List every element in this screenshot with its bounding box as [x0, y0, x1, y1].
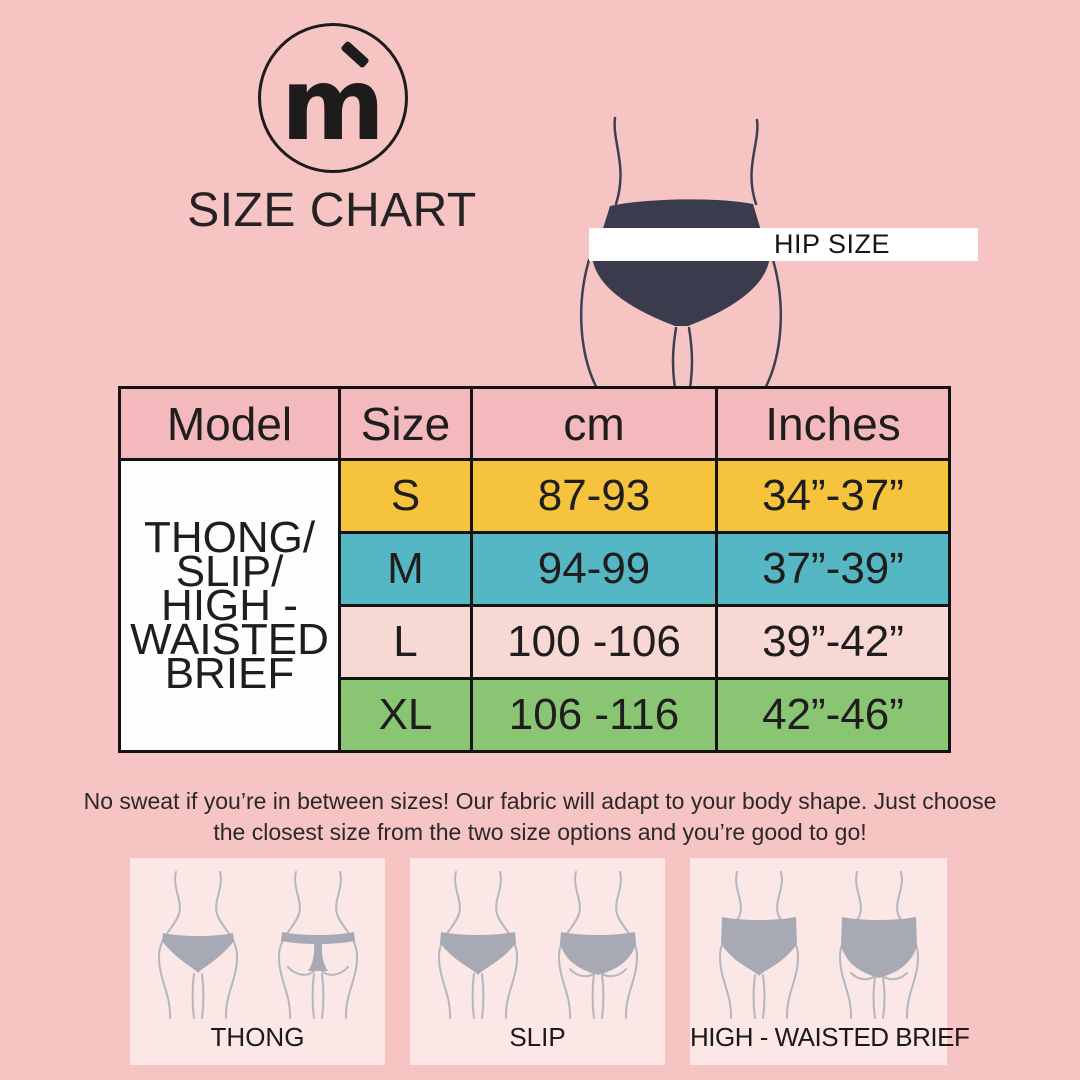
cm-cell-l: 100 -106 [470, 604, 718, 680]
table-row: XL 106 -116 42”-46” [120, 677, 951, 753]
sizing-note-line: No sweat if you’re in between sizes! Our… [83, 788, 997, 814]
inches-cell-s: 34”-37” [715, 458, 951, 534]
inches-cell-l: 39”-42” [715, 604, 951, 680]
header-inches: Inches [715, 386, 951, 461]
inches-cell-m: 37”-39” [715, 531, 951, 607]
table-row: THONG/ SLIP/ HIGH - WAISTED BRIEF S 87-9… [118, 458, 951, 753]
size-cell-m: M [338, 531, 473, 607]
sizing-note-line: the closest size from the two size optio… [213, 819, 867, 845]
brand-logo-icon: m [258, 23, 408, 173]
header-cm: cm [470, 386, 718, 461]
high-waisted-brief-front-back-illustration-icon [718, 871, 919, 1019]
cm-cell-s: 87-93 [470, 458, 718, 534]
page-title: SIZE CHART [187, 184, 477, 237]
model-line: THONG/ SLIP/ [143, 512, 316, 596]
size-cell-l: L [338, 604, 473, 680]
cm-cell-m: 94-99 [470, 531, 718, 607]
style-panel-thong: THONG [130, 858, 385, 1065]
header-size: Size [338, 386, 473, 461]
panel-label-slip: SLIP [509, 1022, 566, 1052]
table-row: M 94-99 37”-39” [120, 531, 951, 607]
model-cell: THONG/ SLIP/ HIGH - WAISTED BRIEF [118, 458, 341, 753]
panel-label-thong: THONG [210, 1022, 305, 1052]
header-model: Model [118, 386, 341, 461]
model-line: HIGH - WAISTED [130, 580, 329, 664]
table-row: L 100 -106 39”-42” [120, 604, 951, 680]
hip-size-label: HIP SIZE [773, 229, 890, 259]
model-line: BRIEF [164, 648, 295, 698]
style-panel-slip: SLIP [410, 858, 665, 1065]
thong-front-back-illustration-icon [157, 871, 358, 1019]
slip-front-back-illustration-icon [437, 871, 638, 1019]
size-cell-s: S [338, 458, 473, 534]
sizing-note: No sweat if you’re in between sizes! Our… [80, 786, 1000, 848]
size-table: Model Size cm Inches THONG/ SLIP/ HIGH -… [118, 386, 951, 753]
cm-cell-xl: 106 -116 [470, 677, 718, 753]
style-panel-high-waisted-brief: HIGH - WAISTED BRIEF [690, 858, 970, 1065]
brand-logo-letter: m [280, 46, 386, 163]
inches-cell-xl: 42”-46” [715, 677, 951, 753]
table-header-row: Model Size cm Inches [118, 386, 951, 461]
hip-size-banner: HIP SIZE [589, 228, 978, 261]
panel-label-high-waisted-brief: HIGH - WAISTED BRIEF [690, 1022, 970, 1052]
size-cell-xl: XL [338, 677, 473, 753]
